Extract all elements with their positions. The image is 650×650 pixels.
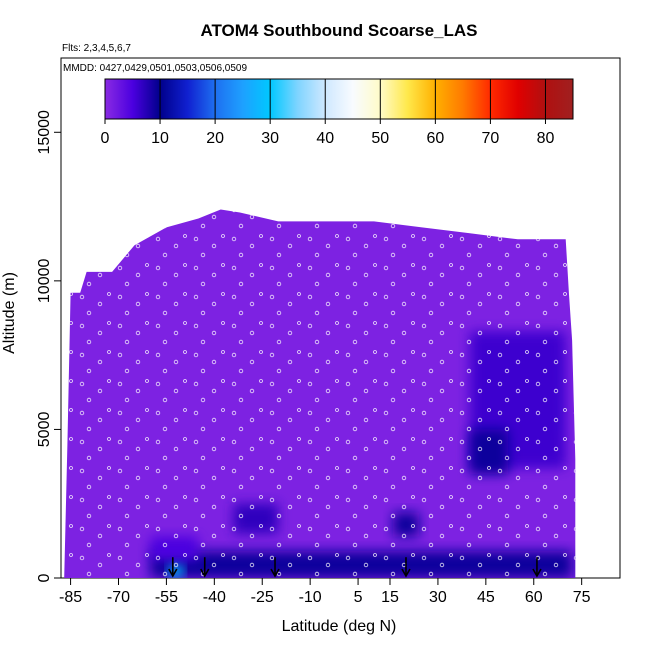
x-tick-label: 5 — [354, 589, 363, 606]
heatmap-field — [64, 209, 576, 578]
x-tick-label: 30 — [429, 589, 447, 606]
colorbar-tick-label: 0 — [101, 130, 110, 147]
y-axis: 0 5000 10000 15000 — [36, 110, 61, 582]
flights-label: Flts: 2,3,4,5,6,7 — [62, 43, 131, 54]
chart-title: ATOM4 Southbound Scoarse_LAS — [200, 21, 477, 40]
y-tick-label: 10000 — [36, 259, 53, 304]
y-tick-label: 0 — [36, 573, 53, 582]
x-axis: -85 -70 -55 -40 -25 -10 5 15 30 45 60 75 — [59, 578, 591, 606]
y-tick-label: 5000 — [36, 412, 53, 448]
x-tick-label: 15 — [381, 589, 399, 606]
x-tick-label: 60 — [525, 589, 543, 606]
x-tick-label: -55 — [155, 589, 178, 606]
x-axis-label: Latitude (deg N) — [282, 618, 397, 635]
descent-marker — [401, 557, 411, 578]
dates-label: MMDD: 0427,0429,0501,0503,0506,0509 — [63, 63, 247, 74]
descent-marker — [270, 557, 280, 578]
colorbar-tick-label: 70 — [482, 130, 500, 147]
descent-markers — [168, 557, 542, 578]
descent-marker — [532, 557, 542, 578]
colorbar-tick-label: 40 — [316, 130, 334, 147]
x-tick-label: 75 — [573, 589, 591, 606]
colorbar-tick-label: 50 — [371, 130, 389, 147]
x-tick-label: -10 — [299, 589, 322, 606]
colorbar-tick-label: 80 — [537, 130, 555, 147]
x-tick-label: -40 — [203, 589, 226, 606]
x-tick-label: -25 — [251, 589, 274, 606]
x-tick-label: 45 — [477, 589, 495, 606]
descent-marker — [200, 557, 210, 578]
colorbar-tick-label: 10 — [151, 130, 169, 147]
colorbar-gradient — [104, 78, 574, 120]
colorbar-tick-label: 30 — [261, 130, 279, 147]
descent-marker — [168, 557, 178, 578]
colorbar-tick-label: 60 — [426, 130, 444, 147]
y-tick-label: 15000 — [36, 110, 53, 155]
y-axis-label: Altitude (m) — [1, 272, 18, 354]
x-tick-label: -85 — [59, 589, 82, 606]
x-tick-label: -70 — [107, 589, 130, 606]
colorbar-tick-label: 20 — [206, 130, 224, 147]
colorbar: 0 10 20 30 40 50 60 70 80 — [101, 78, 574, 147]
sample-locations — [64, 209, 576, 578]
